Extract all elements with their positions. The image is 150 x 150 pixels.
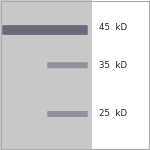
FancyBboxPatch shape — [2, 25, 88, 35]
FancyBboxPatch shape — [47, 111, 88, 117]
FancyBboxPatch shape — [47, 62, 88, 68]
Text: 25  kD: 25 kD — [99, 109, 127, 118]
Text: 45  kD: 45 kD — [99, 22, 127, 32]
Text: 35  kD: 35 kD — [99, 61, 127, 70]
Bar — [0, 0, 93, 150]
Bar — [93, 0, 150, 150]
Bar — [92, 0, 94, 150]
